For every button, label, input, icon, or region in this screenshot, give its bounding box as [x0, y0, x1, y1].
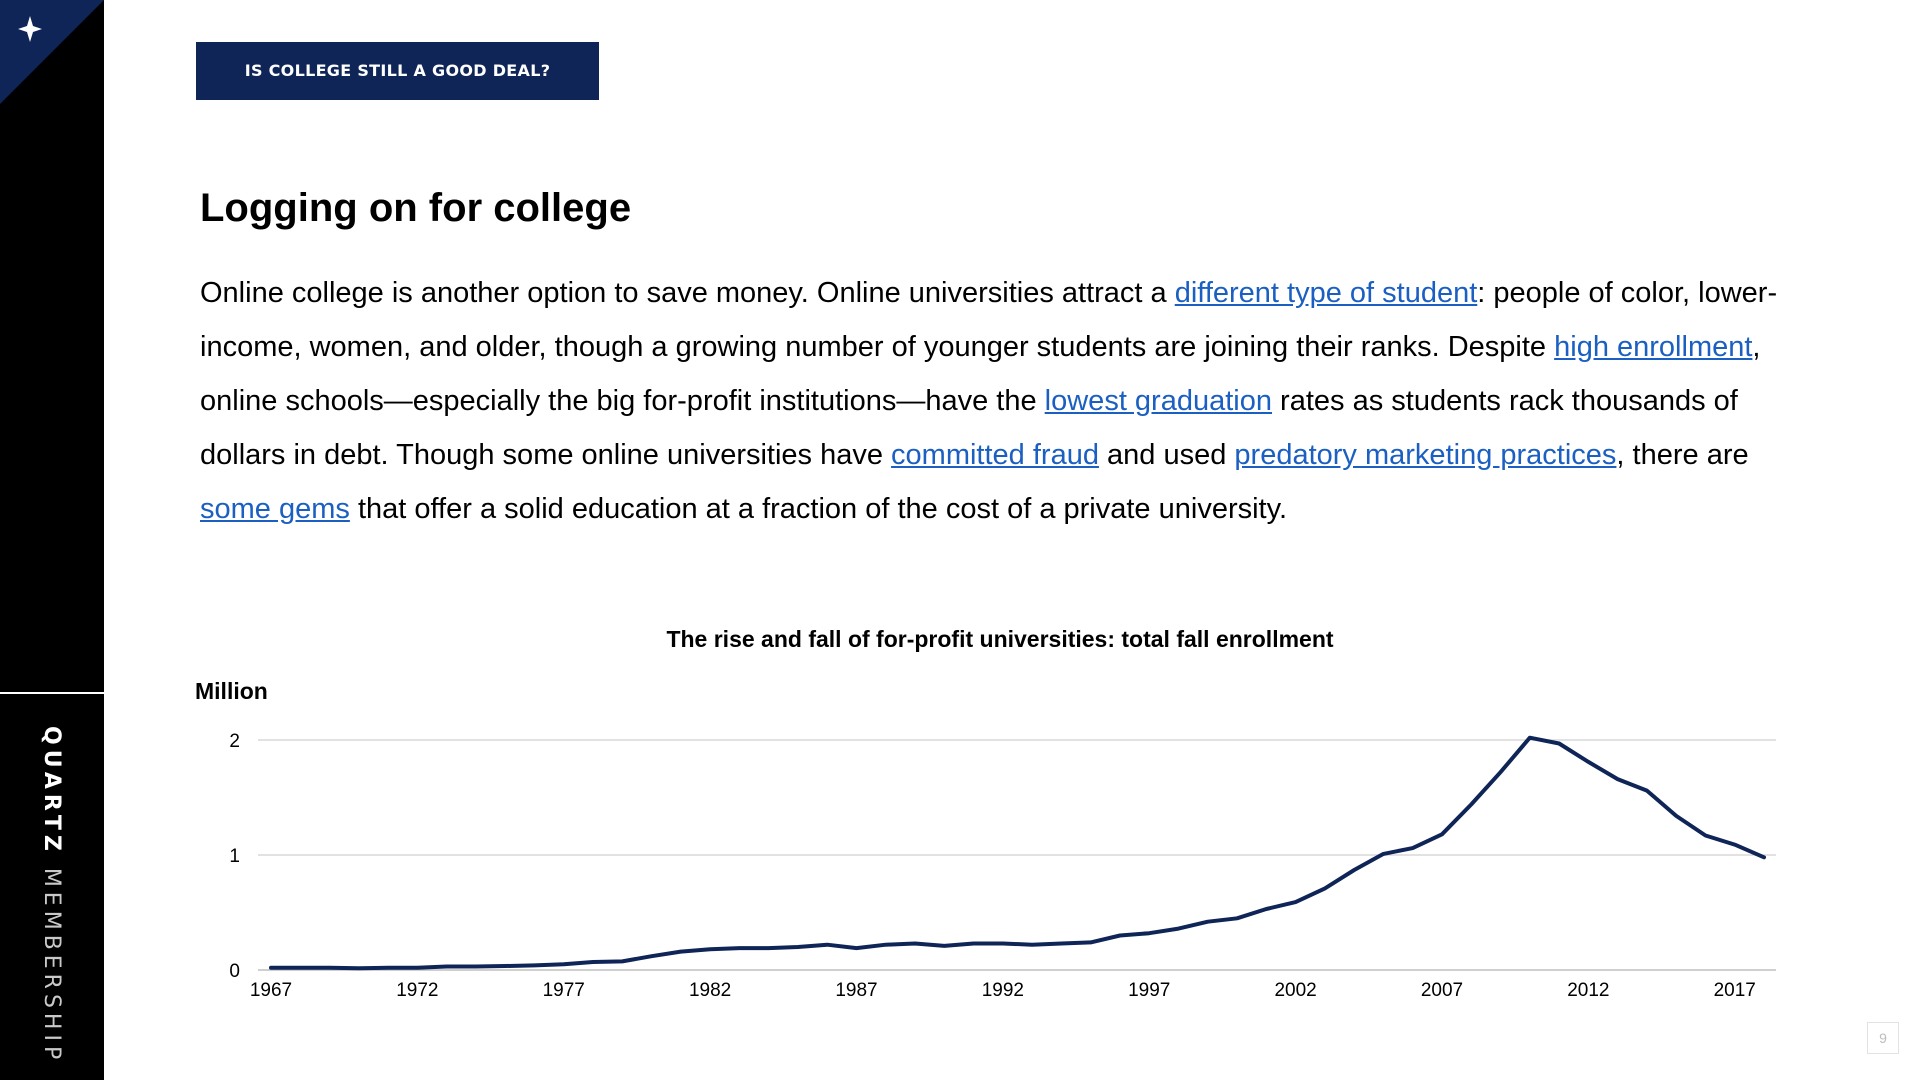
data-point: [1089, 940, 1093, 944]
data-point: [1645, 789, 1649, 793]
brand-wordmark: QUARTZ MEMBERSHIP: [39, 726, 64, 1064]
data-point: [796, 945, 800, 949]
data-point: [445, 965, 449, 969]
data-point: [1499, 770, 1503, 774]
sidebar-corner: [0, 0, 104, 104]
data-point: [1557, 741, 1561, 745]
sidebar-divider: [0, 692, 104, 694]
data-point: [1528, 736, 1532, 740]
y-tick-label: 2: [229, 731, 240, 752]
data-point: [591, 960, 595, 964]
slide-title: Logging on for college: [200, 186, 632, 230]
data-point: [1586, 760, 1590, 764]
data-point: [386, 966, 390, 970]
data-point: [532, 963, 536, 967]
data-point: [825, 943, 829, 947]
data-point: [298, 966, 302, 970]
data-point: [1235, 916, 1239, 920]
brand-light: MEMBERSHIP: [39, 867, 64, 1065]
data-point: [1118, 934, 1122, 938]
data-point: [1703, 833, 1707, 837]
data-point: [1733, 843, 1737, 847]
body-text-segment: , there are: [1616, 439, 1749, 471]
data-point: [1440, 832, 1444, 836]
data-point: [1411, 846, 1415, 850]
data-point: [1294, 900, 1298, 904]
x-tick-label: 1977: [543, 980, 585, 1001]
series-line-enrollment: [269, 735, 1766, 971]
data-point: [1001, 942, 1005, 946]
page-number: 9: [1867, 1022, 1899, 1054]
x-tick-label: 2012: [1567, 980, 1609, 1001]
data-point: [620, 959, 624, 963]
data-point: [708, 947, 712, 951]
y-tick-label: 1: [229, 846, 240, 867]
x-tick-label: 1972: [396, 980, 438, 1001]
data-point: [854, 946, 858, 950]
data-point: [474, 965, 478, 969]
link-committed-fraud[interactable]: committed fraud: [891, 439, 1099, 471]
data-point: [1206, 920, 1210, 924]
data-point: [328, 966, 332, 970]
body-text-segment: , online schools—especially the big for-…: [200, 331, 1761, 417]
x-tick-label: 2007: [1421, 980, 1463, 1001]
data-point: [1030, 943, 1034, 947]
data-point: [1177, 927, 1181, 931]
x-tick-label: 1987: [835, 980, 877, 1001]
data-point: [737, 946, 741, 950]
data-point: [1352, 868, 1356, 872]
link-lowest-graduation[interactable]: lowest graduation: [1044, 385, 1272, 417]
link-different-type-of-student[interactable]: different type of student: [1174, 277, 1478, 309]
body-paragraph: Online college is another option to save…: [200, 266, 1800, 536]
y-tick-label: 0: [229, 961, 240, 982]
x-tick-label: 1997: [1128, 980, 1170, 1001]
data-point: [1147, 931, 1151, 935]
body-text-segment: and used: [1098, 439, 1235, 471]
body-text-segment: that offer a solid education at a fracti…: [349, 493, 1288, 525]
data-point: [913, 942, 917, 946]
data-point: [1059, 942, 1063, 946]
data-point: [972, 942, 976, 946]
body-text-segment: : people of color, lower-income, women, …: [200, 277, 1778, 363]
data-point: [269, 966, 273, 970]
x-tick-label: 2017: [1714, 980, 1756, 1001]
link-high-enrollment[interactable]: high enrollment: [1554, 331, 1753, 363]
chart-y-unit-label: Million: [195, 678, 268, 704]
link-some-gems[interactable]: some gems: [200, 493, 350, 525]
body-text-segment: rates as students rack thousands of doll…: [200, 385, 1738, 471]
x-tick-label: 1982: [689, 980, 731, 1001]
link-predatory-marketing-practices[interactable]: predatory marketing practices: [1234, 439, 1617, 471]
data-point: [1264, 907, 1268, 911]
data-point: [1469, 802, 1473, 806]
data-point: [942, 944, 946, 948]
section-tag: IS COLLEGE STILL A GOOD DEAL?: [196, 42, 599, 100]
data-point: [1762, 855, 1766, 859]
x-tick-label: 1992: [982, 980, 1024, 1001]
body-text-segment: Online college is another option to save…: [200, 277, 1175, 309]
chart-title: The rise and fall of for-profit universi…: [666, 626, 1334, 652]
brand-strong: QUARTZ: [39, 726, 64, 856]
data-point: [1674, 814, 1678, 818]
data-point: [415, 966, 419, 970]
data-point: [1323, 886, 1327, 890]
data-point: [884, 943, 888, 947]
data-point: [562, 962, 566, 966]
data-point: [679, 950, 683, 954]
x-tick-label: 1967: [250, 980, 292, 1001]
data-point: [767, 946, 771, 950]
data-point: [357, 966, 361, 970]
x-tick-label: 2002: [1274, 980, 1316, 1001]
data-point: [503, 964, 507, 968]
sidebar: QUARTZ MEMBERSHIP: [0, 0, 104, 1080]
data-point: [1381, 852, 1385, 856]
data-point: [650, 954, 654, 958]
sparkle-icon: [18, 16, 42, 42]
data-point: [1616, 777, 1620, 781]
